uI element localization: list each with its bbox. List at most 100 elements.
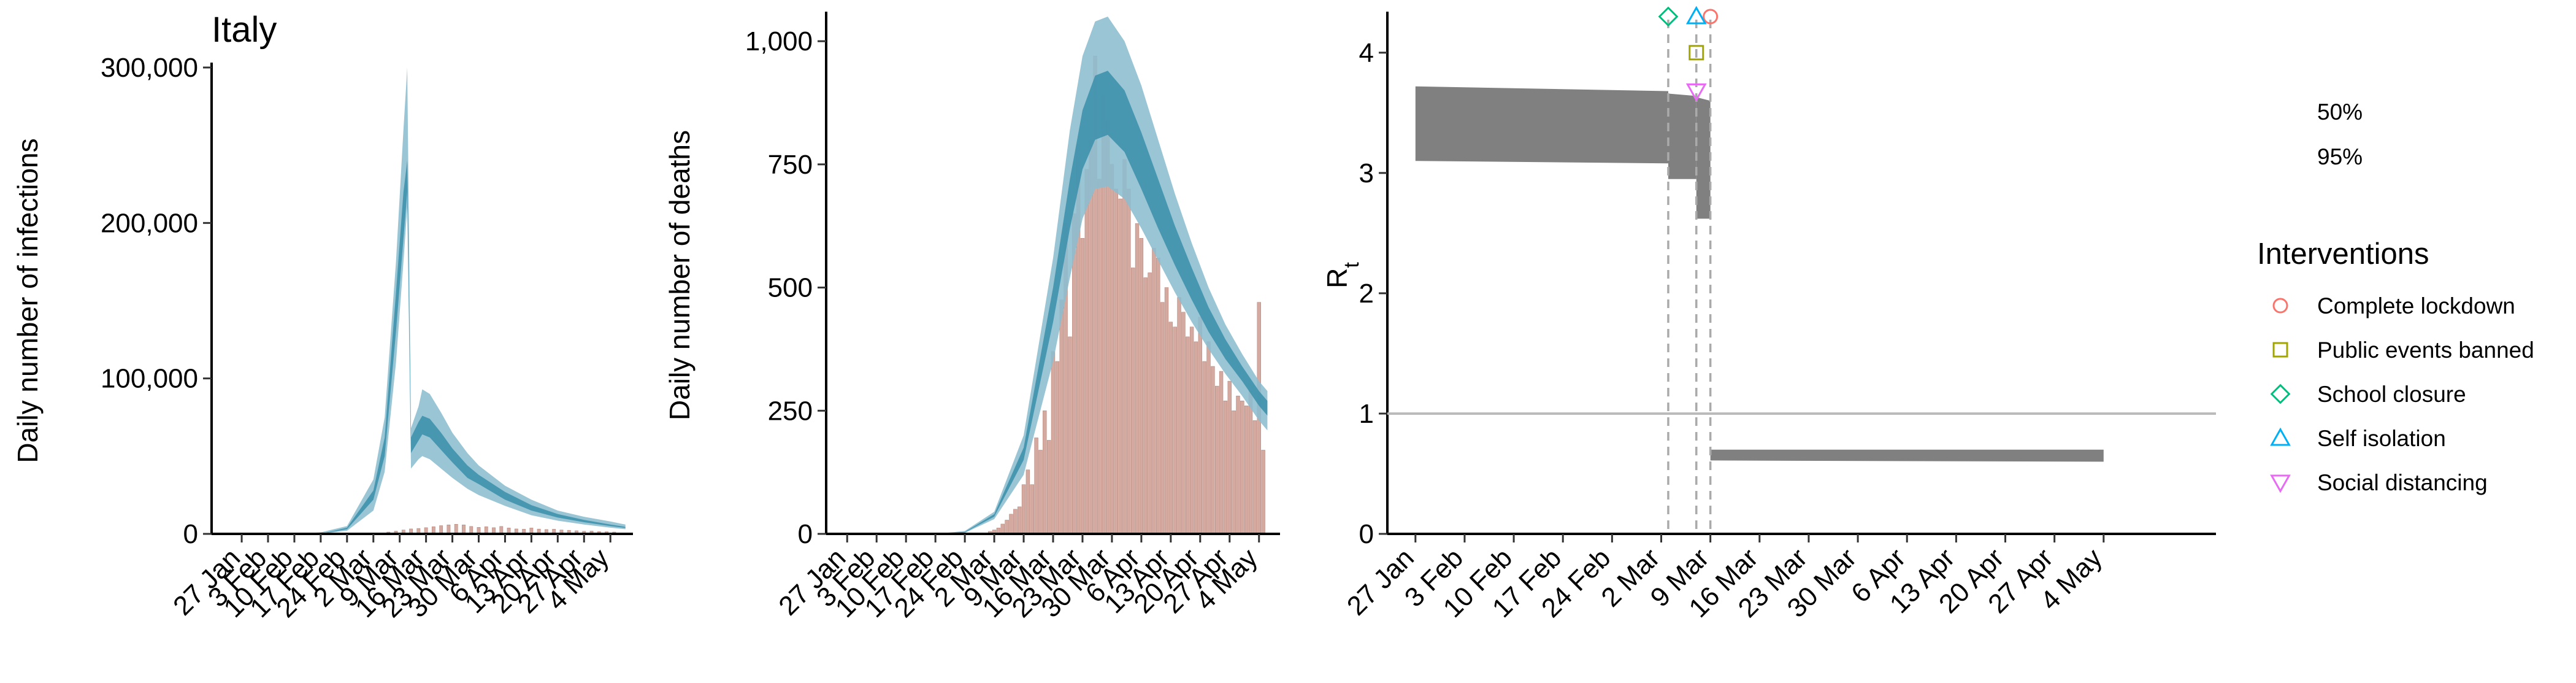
legend-ci95-label: 95% [2317,144,2363,169]
ci50-band [212,161,626,534]
observed-bar [1244,405,1249,534]
observed-bar [1110,164,1114,534]
observed-bar [1240,400,1244,534]
observed-bar [1084,169,1089,534]
observed-bar [1232,410,1236,534]
observed-bar [1152,248,1156,534]
observed-bar [1046,440,1051,534]
observed-bar [1055,361,1060,534]
observed-bar [1173,326,1177,534]
observed-bar [439,525,443,534]
rt-band-segment [1696,97,1711,219]
observed-bar [1223,400,1228,534]
intervention-marker [1685,6,1707,25]
observed-bar [1009,514,1013,534]
observed-bar [1005,520,1009,534]
y-tick-label: 100,000 [101,364,198,394]
legend-item-label: Social distancing [2317,470,2488,495]
legend-marker [2270,427,2291,446]
intervention-marker [1689,45,1704,61]
observed-bar [1252,420,1257,534]
observed-bar [1164,287,1169,534]
y-tick-label: 1,000 [745,26,813,56]
observed-bar [1135,223,1140,534]
observed-bar [1181,312,1186,534]
observed-bar [1130,268,1135,534]
rt-band-segment [1668,93,1696,179]
observed-bar [1038,450,1043,534]
observed-bar [1017,506,1022,534]
y-tick-label: 250 [768,396,813,426]
observed-bar [1148,272,1152,534]
y-tick-label: 500 [768,273,813,303]
y-tick-label: 1 [1359,399,1374,429]
ci95-band [838,17,1268,534]
observed-bar [1215,385,1219,534]
observed-bar [1202,361,1206,534]
intervention-marker [1658,6,1679,27]
ci95-band [212,68,626,534]
legend-item-label: School closure [2317,382,2466,407]
observed-bar [1168,322,1173,534]
y-tick-label: 2 [1359,279,1374,309]
observed-bar [1080,237,1085,534]
observed-bar [1189,326,1194,534]
legend-item-label: Public events banned [2317,338,2534,363]
intervention-marker [1703,9,1719,25]
legend-marker [2270,384,2291,404]
observed-bar [1198,317,1203,534]
y-tick-label: 0 [183,519,198,549]
observed-bar [454,523,458,534]
observed-bar [1186,336,1190,534]
legend-marker [2272,342,2288,358]
observed-bar [1194,341,1198,534]
observed-bar [1068,336,1072,534]
observed-bar [1030,484,1034,534]
y-axis-label: Daily number of infections [12,138,44,463]
observed-bar [1143,277,1148,534]
observed-bar [1051,351,1056,534]
observed-bar [1021,484,1026,534]
y-tick-label: 0 [1359,519,1374,549]
observed-bar [1227,380,1232,534]
y-axis-label-subscript: t [1340,262,1363,268]
y-tick-label: 200,000 [101,208,198,238]
observed-bar [1248,390,1253,534]
observed-bar [1059,299,1064,534]
legend-marker [2270,474,2291,493]
observed-bar [1160,302,1165,534]
legend-ci50-label: 50% [2317,99,2363,125]
observed-bar [1236,395,1240,534]
observed-bar [1097,179,1102,534]
observed-bar [1122,159,1127,534]
legend-title: Interventions [2257,237,2429,271]
observed-bar [1034,438,1038,534]
observed-bar [1025,469,1030,534]
observed-bar [1000,523,1005,534]
observed-bar [447,525,451,534]
legend-item-label: Complete lockdown [2317,293,2515,318]
observed-bar [1013,509,1018,534]
observed-bar [1114,188,1118,534]
observed-bar [1211,366,1215,534]
y-tick-label: 300,000 [101,53,198,83]
legend-item-label: Self isolation [2317,426,2446,451]
intervention-marker [1685,83,1707,102]
y-axis-label: Daily number of deaths [664,130,696,420]
observed-bar [1127,188,1131,534]
legend-marker [2272,298,2288,314]
y-tick-label: 4 [1359,38,1374,68]
observed-bar [1118,198,1122,534]
observed-bar [1139,237,1144,534]
legend: 50% 95% Interventions Complete lockdown Publ… [2257,99,2534,495]
panel-title: Italy [212,10,277,50]
observed-bar [1206,341,1211,534]
y-tick-label: 0 [798,519,813,549]
rt-band-segment [1415,86,1668,164]
observed-bar [1156,258,1160,534]
observed-bar [1043,410,1047,534]
